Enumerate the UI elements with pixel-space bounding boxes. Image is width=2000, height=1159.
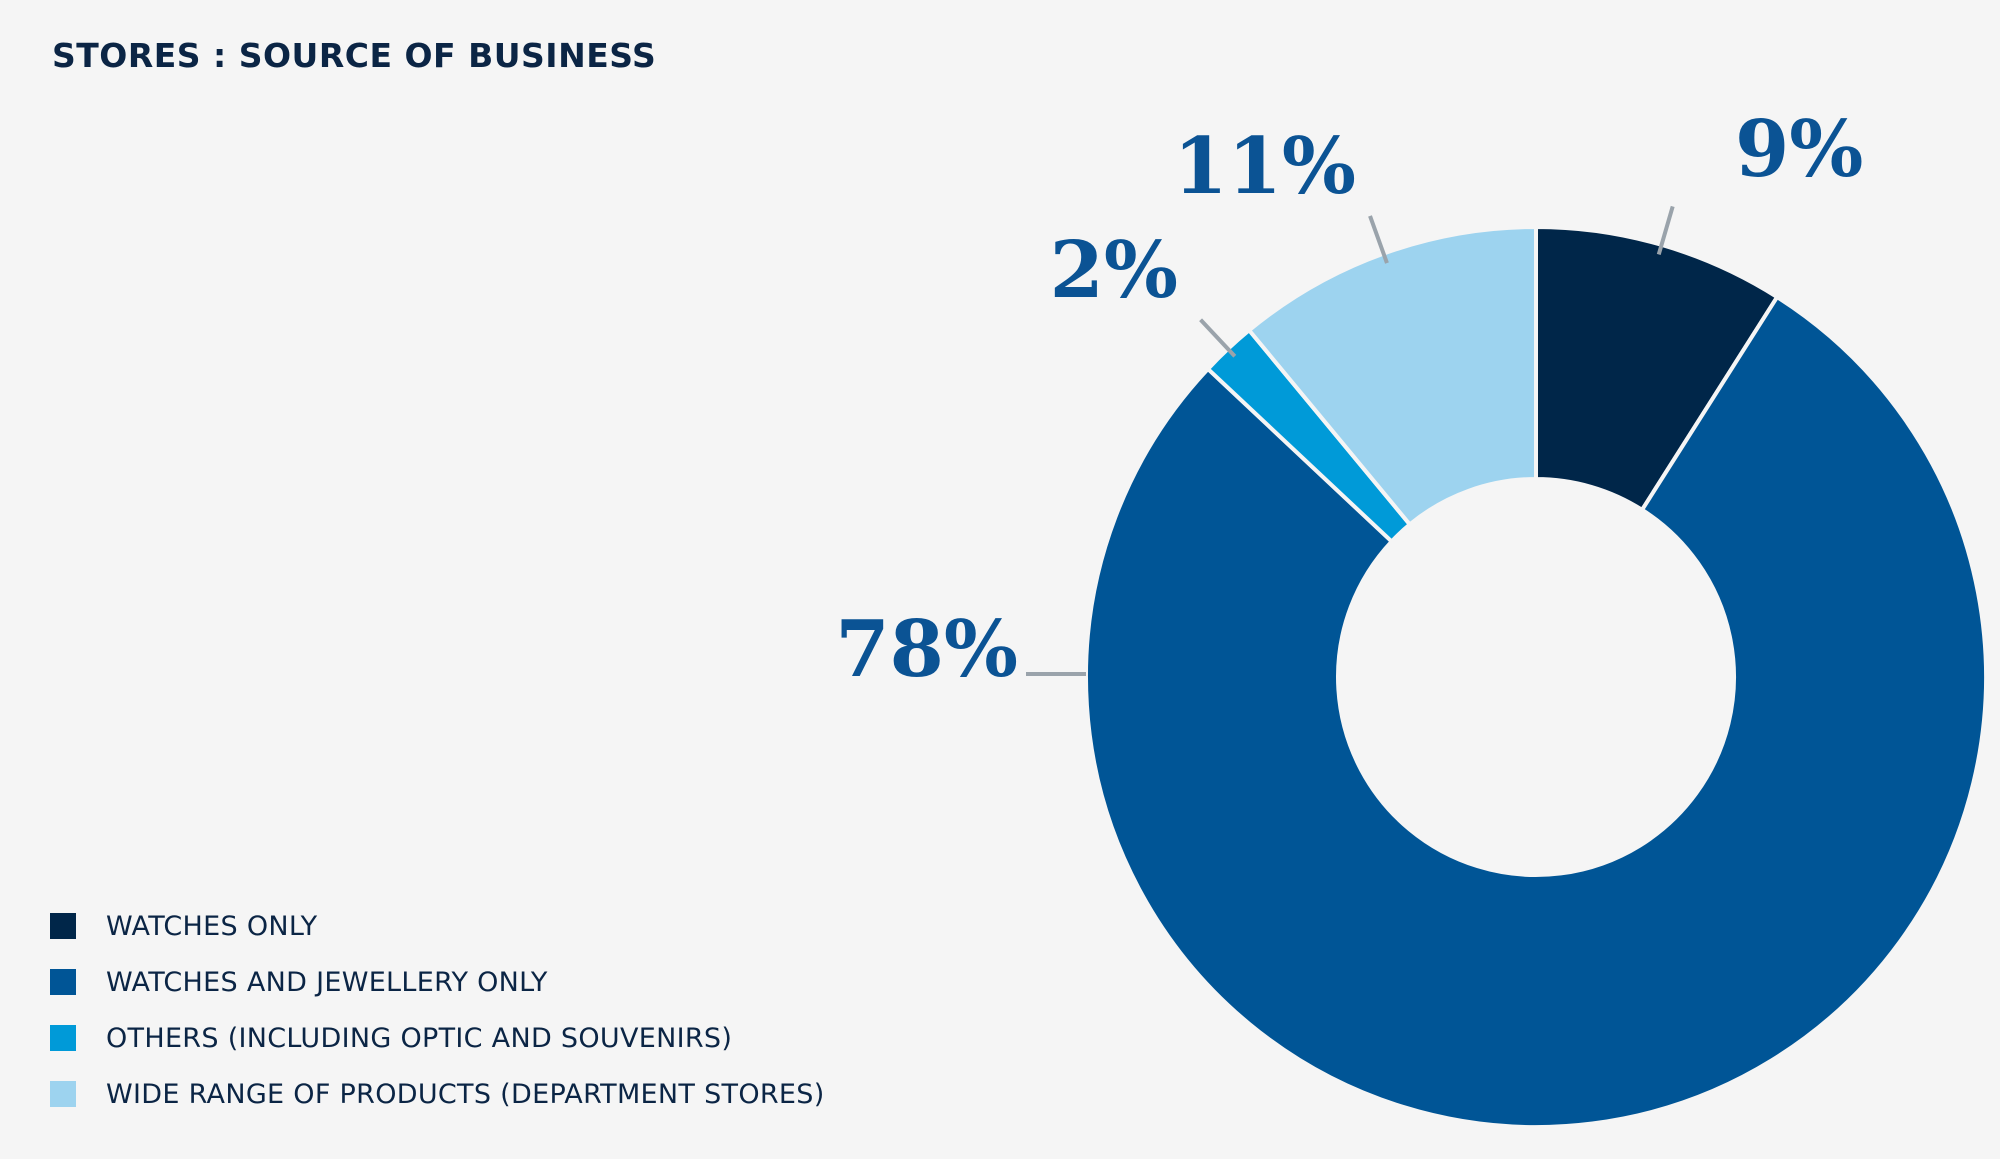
donut-slice-watches-only <box>1534 224 1780 513</box>
donut-slice-wide-range-of-products-department-stores <box>1246 224 1538 528</box>
slice-value-label: 2% <box>1050 225 1178 316</box>
legend-swatch <box>50 1025 76 1051</box>
legend-swatch <box>50 913 76 939</box>
legend-item-watches-and-jewellery: WATCHES AND JEWELLERY ONLY <box>50 966 825 998</box>
leader-line <box>1368 215 1389 264</box>
leader-line <box>1199 318 1237 358</box>
legend-swatch <box>50 969 76 995</box>
legend-label: WATCHES AND JEWELLERY ONLY <box>106 966 548 998</box>
legend: WATCHES ONLY WATCHES AND JEWELLERY ONLY … <box>50 910 825 1136</box>
chart-title: STORES : SOURCE OF BUSINESS <box>52 36 657 75</box>
legend-item-watches-only: WATCHES ONLY <box>50 910 825 942</box>
leader-line <box>1656 205 1675 256</box>
legend-swatch <box>50 1081 76 1107</box>
legend-label: WIDE RANGE OF PRODUCTS (DEPARTMENT STORE… <box>106 1078 825 1110</box>
slice-value-label: 11% <box>1173 121 1356 212</box>
legend-item-others: OTHERS (INCLUDING OPTIC AND SOUVENIRS) <box>50 1022 825 1054</box>
legend-label: OTHERS (INCLUDING OPTIC AND SOUVENIRS) <box>106 1022 733 1054</box>
slice-value-label: 9% <box>1735 104 1863 195</box>
slice-value-label: 78% <box>835 604 1018 695</box>
legend-item-wide-range: WIDE RANGE OF PRODUCTS (DEPARTMENT STORE… <box>50 1078 825 1110</box>
donut-slice-watches-and-jewellery-only <box>1084 294 1988 1129</box>
legend-label: WATCHES ONLY <box>106 910 318 942</box>
